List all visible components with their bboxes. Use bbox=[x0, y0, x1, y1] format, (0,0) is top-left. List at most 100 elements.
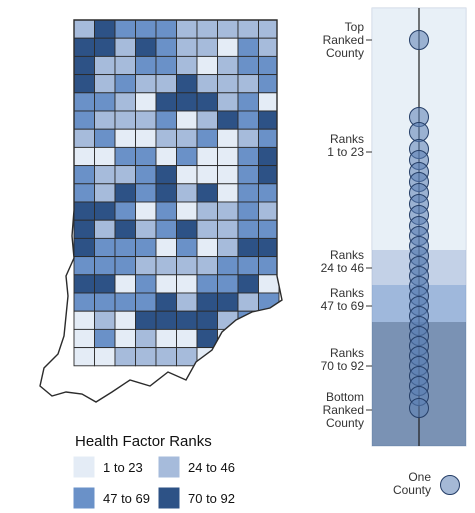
county-shape bbox=[237, 328, 259, 349]
county-shape bbox=[237, 110, 259, 130]
county-shape bbox=[135, 110, 157, 130]
county-shape bbox=[155, 165, 177, 185]
county-shape bbox=[176, 274, 198, 294]
county-shape bbox=[258, 183, 280, 203]
county-shape bbox=[155, 292, 177, 312]
county-shape bbox=[73, 347, 95, 367]
county-shape bbox=[114, 347, 136, 367]
county-shape bbox=[94, 256, 116, 276]
county-shape bbox=[217, 347, 239, 367]
county-shape bbox=[196, 37, 218, 57]
county-shape bbox=[258, 219, 280, 239]
map-legend: Health Factor Ranks 1 to 23 24 to 46 47 to… bbox=[72, 433, 235, 510]
county-shape bbox=[176, 292, 198, 312]
legend-item-label: 1 to 23 bbox=[103, 460, 143, 475]
county-shape bbox=[114, 37, 136, 57]
county-shape bbox=[135, 237, 157, 258]
county-shape bbox=[258, 310, 280, 330]
county-shape bbox=[155, 274, 177, 294]
county-shape bbox=[217, 219, 239, 239]
county-shape bbox=[73, 219, 95, 239]
county-shape bbox=[237, 274, 259, 294]
one-county-label: County bbox=[393, 483, 431, 497]
county-shape bbox=[176, 128, 198, 148]
county-shape bbox=[196, 347, 218, 367]
county-shape bbox=[135, 165, 157, 185]
county-shape bbox=[155, 55, 177, 76]
county-shape bbox=[73, 37, 95, 57]
county-shape bbox=[155, 219, 177, 239]
county-shape bbox=[258, 347, 280, 367]
county-shape bbox=[155, 310, 177, 330]
county-shape bbox=[73, 92, 95, 112]
county-shape bbox=[155, 201, 177, 221]
county-shape bbox=[176, 219, 198, 239]
county-shape bbox=[135, 201, 157, 221]
county-shape bbox=[258, 165, 280, 185]
county-shape bbox=[94, 55, 116, 76]
county-shape bbox=[217, 37, 239, 57]
county-shape bbox=[73, 237, 95, 258]
county-shape bbox=[258, 146, 280, 167]
county-dot bbox=[409, 398, 429, 418]
county-shape bbox=[114, 237, 136, 258]
county-shape bbox=[258, 92, 280, 112]
county-shape bbox=[176, 347, 198, 367]
indiana-county-map bbox=[39, 19, 283, 403]
county-shape bbox=[258, 328, 280, 349]
county-shape bbox=[176, 37, 198, 57]
county-shape bbox=[237, 292, 259, 312]
county-shape bbox=[94, 310, 116, 330]
county-shape bbox=[155, 146, 177, 167]
county-shape bbox=[196, 110, 218, 130]
county-shape bbox=[135, 128, 157, 148]
county-shape bbox=[217, 274, 239, 294]
county-shape bbox=[258, 274, 280, 294]
county-shape bbox=[176, 310, 198, 330]
legend-item-label: 70 to 92 bbox=[188, 491, 235, 506]
county-shape bbox=[155, 347, 177, 367]
county-shape bbox=[176, 256, 198, 276]
county-shape bbox=[258, 256, 280, 276]
county-shape bbox=[94, 347, 116, 367]
county-shape bbox=[155, 328, 177, 349]
county-shape bbox=[176, 55, 198, 76]
county-shape bbox=[217, 92, 239, 112]
county-shape bbox=[176, 165, 198, 185]
strip-label-text: Ranked bbox=[323, 33, 364, 47]
legend-item-label: 47 to 69 bbox=[103, 491, 150, 506]
county-shape bbox=[176, 183, 198, 203]
county-shape bbox=[217, 256, 239, 276]
county-shape bbox=[135, 146, 157, 167]
county-shape bbox=[94, 201, 116, 221]
county-shape bbox=[196, 20, 218, 39]
county-shape bbox=[196, 183, 218, 203]
county-shape bbox=[155, 128, 177, 148]
county-shape bbox=[94, 92, 116, 112]
county-shape bbox=[114, 92, 136, 112]
county-shape bbox=[114, 110, 136, 130]
county-shape bbox=[217, 183, 239, 203]
county-shape bbox=[94, 37, 116, 57]
county-shape bbox=[237, 201, 259, 221]
county-shape bbox=[94, 146, 116, 167]
county-shape bbox=[155, 110, 177, 130]
county-shape bbox=[114, 219, 136, 239]
county-shape bbox=[237, 128, 259, 148]
county-shape bbox=[73, 165, 95, 185]
county-shape bbox=[135, 347, 157, 367]
county-shape bbox=[237, 165, 259, 185]
strip-label-text: County bbox=[326, 416, 364, 430]
county-shape bbox=[217, 128, 239, 148]
county-dot bbox=[409, 30, 429, 50]
county-shape bbox=[94, 74, 116, 94]
county-shape bbox=[196, 292, 218, 312]
county-shape bbox=[94, 183, 116, 203]
county-shape bbox=[94, 20, 116, 39]
county-shape bbox=[196, 310, 218, 330]
county-shape bbox=[217, 328, 239, 349]
county-shape bbox=[196, 146, 218, 167]
county-shape bbox=[237, 347, 259, 367]
county-shape bbox=[94, 219, 116, 239]
